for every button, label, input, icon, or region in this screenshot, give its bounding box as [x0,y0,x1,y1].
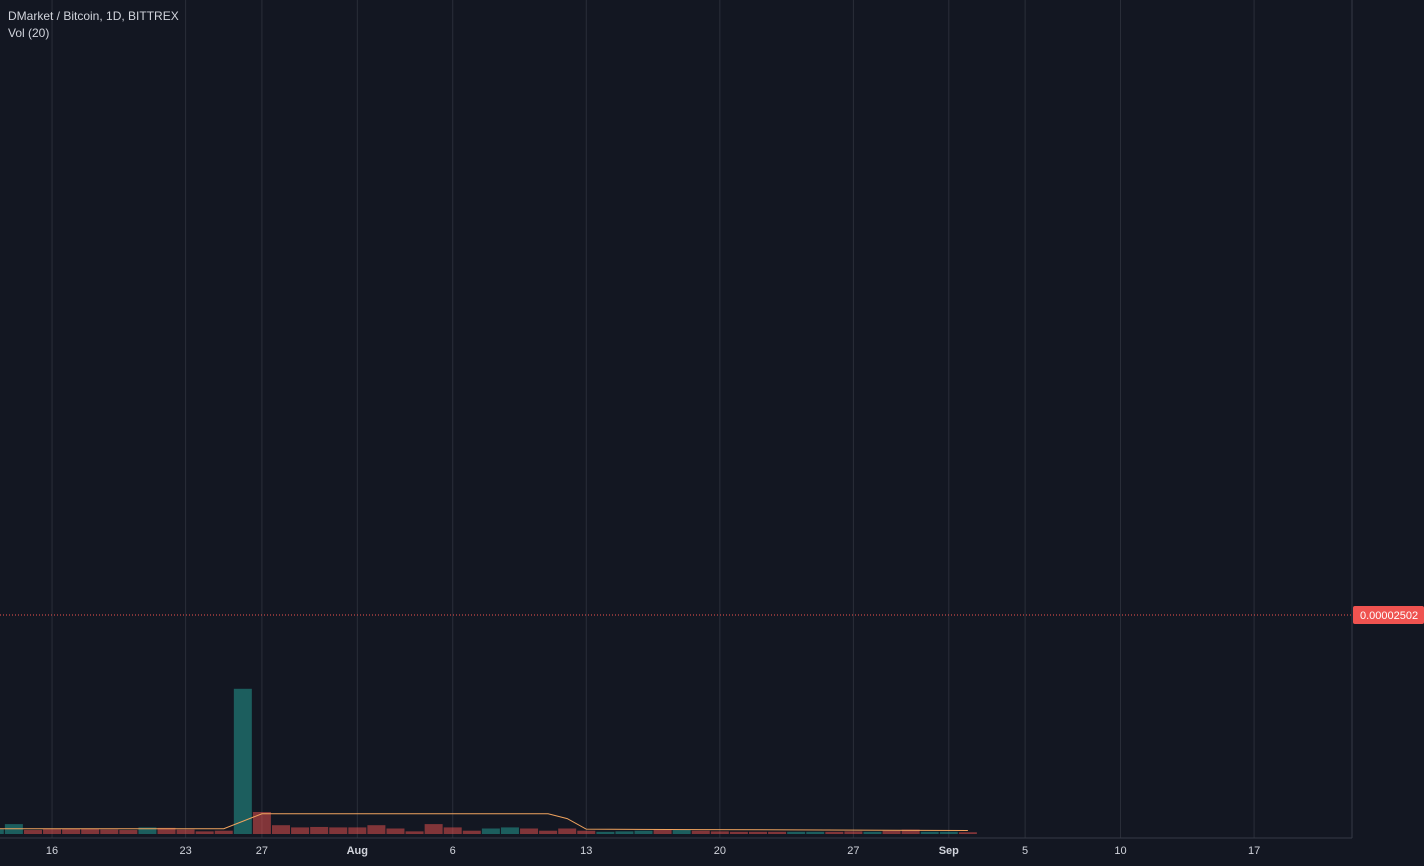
time-tick-label: Aug [347,845,368,857]
volume-bar [520,828,539,834]
volume-bar [653,829,672,834]
volume-bar [806,831,825,834]
volume-ma-line [0,813,968,831]
price-axis[interactable]: 0.000010000.000015000.000020000.00002500… [1351,0,1424,861]
time-tick-label: 5 [1022,845,1028,857]
volume-bar [233,688,252,834]
time-tick-label: 17 [1248,845,1260,857]
last-price-label: 0.00002502 [1360,610,1418,622]
volume-bar [958,832,977,834]
volume-bar [787,831,806,834]
chart-title[interactable]: DMarket / Bitcoin, 1D, BITTREX [8,9,179,23]
volume-bar [691,830,710,834]
time-tick-label: 6 [450,845,456,857]
grid-lines [51,0,1255,838]
price-axis-background [1352,0,1424,861]
volume-bar [729,831,748,834]
volume-bar [844,831,863,834]
time-tick-label: 16 [46,845,58,857]
time-tick-label: 23 [179,845,191,857]
volume-bar [176,829,195,834]
volume-bar [825,831,844,834]
volume-bar [768,831,787,834]
volume-bar [348,827,367,834]
volume-bar [939,831,958,834]
volume-bar [157,827,176,834]
volume-bar [214,830,233,834]
volume-bar [558,828,577,834]
volume-bar [634,830,653,834]
volume-bar [672,830,691,834]
time-tick-label: 10 [1114,845,1126,857]
volume-bar [710,831,729,834]
volume-bar [577,830,596,834]
time-axis-background [0,838,1424,861]
time-tick-label: 27 [256,845,268,857]
volume-bar [310,826,329,834]
volume-bar [62,828,81,834]
volume-bar [863,831,882,834]
volume-bar [462,830,481,834]
volume-bar [329,827,348,834]
volume-moving-average [0,813,968,831]
volume-bar [252,812,271,834]
volume-bar [81,828,100,834]
volume-bar [386,828,405,834]
volume-bar [749,831,767,834]
volume-bar [405,831,424,834]
volume-bar [367,825,386,834]
volume-bar [500,827,519,834]
time-tick-label: 27 [847,845,859,857]
volume-bar [291,827,310,834]
volume-bar [901,829,920,834]
volume-bar [272,825,290,834]
volume-bar [481,828,500,834]
last-price-badge [1353,606,1424,624]
volume-bar [138,827,157,834]
volume-bar [539,830,558,834]
volume-bar [443,827,462,834]
volume-bar [100,829,119,834]
time-tick-label: 13 [580,845,592,857]
time-tick-label: Sep [939,845,959,857]
time-tick-label: 20 [714,845,726,857]
volume-bar [195,831,214,834]
time-axis[interactable]: 16 23 27 Aug 6 13 20 27 Sep 5 10 17 [0,837,1424,861]
volume-bar [43,829,62,834]
volume-bar [615,831,634,834]
volume-bar [596,831,615,834]
volume-indicator-label[interactable]: Vol (20) [8,26,50,40]
volume-bar [23,830,42,834]
volume-bar [424,824,443,834]
volume-bar [882,830,901,834]
volume-bar [0,829,4,834]
volume-bar [920,831,939,834]
volume-bar [119,830,138,834]
